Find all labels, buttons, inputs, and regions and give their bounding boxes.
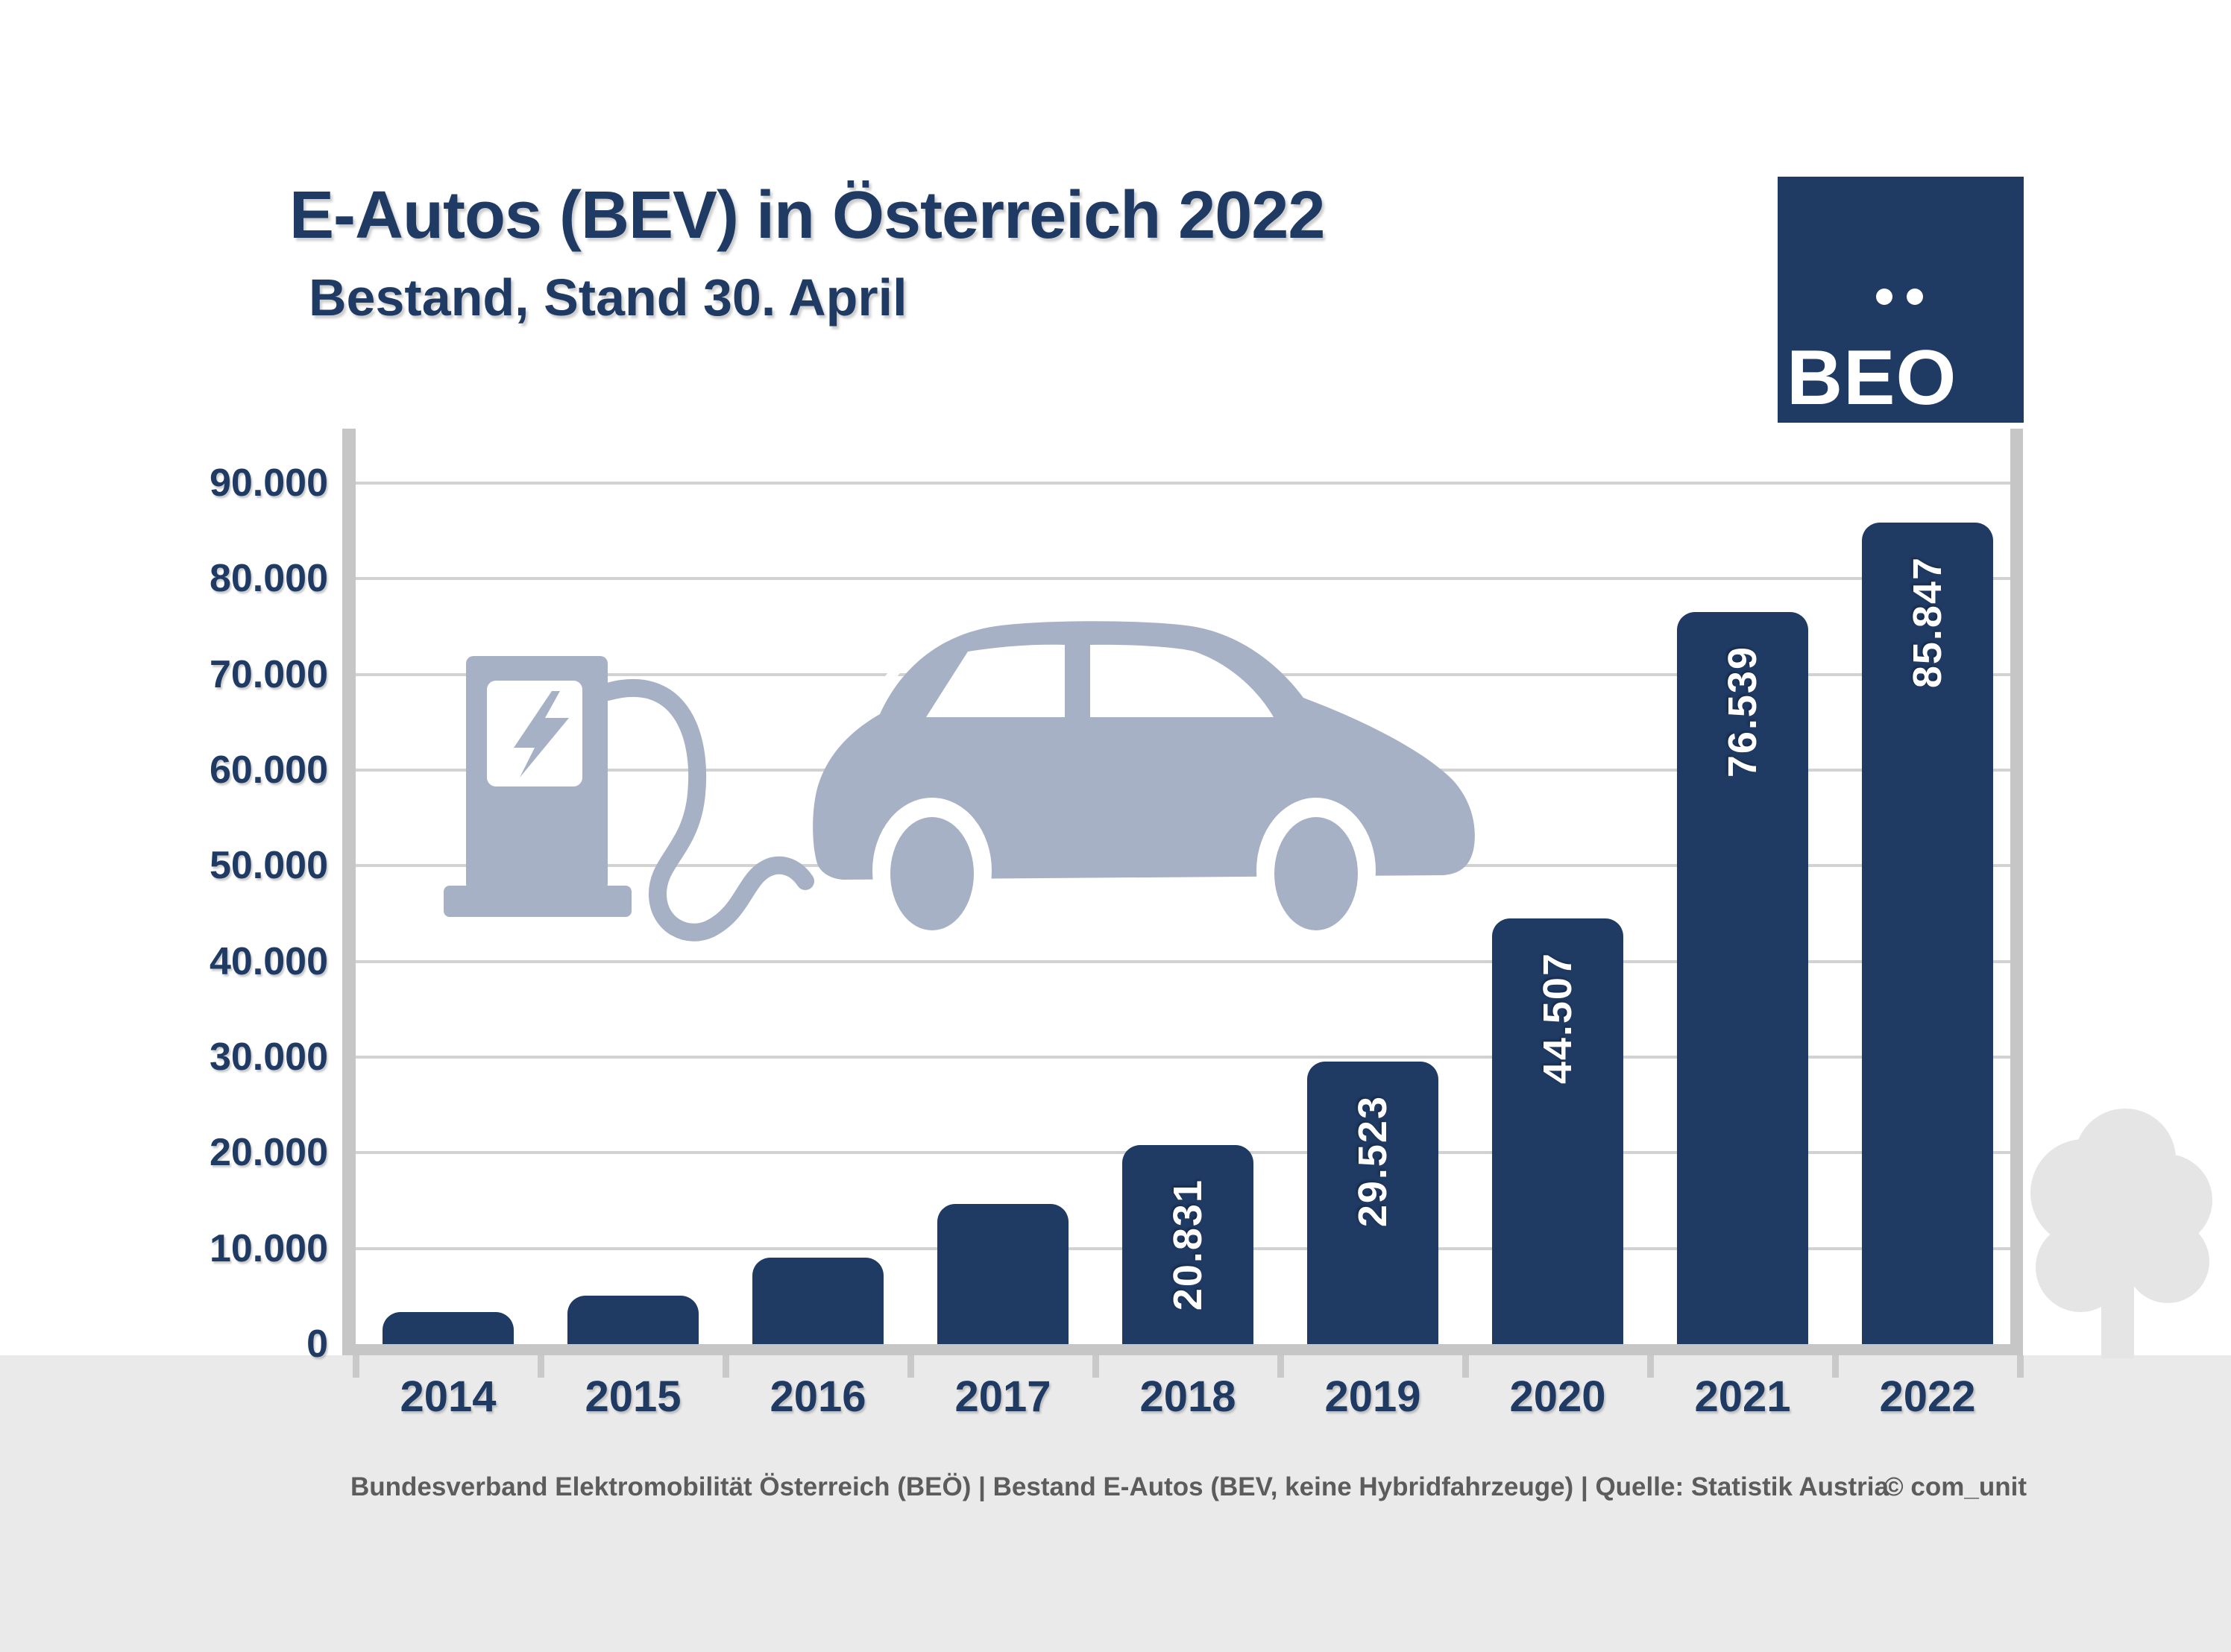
electric-car-icon (813, 621, 1475, 944)
tree-icon (2030, 1109, 2212, 1358)
y-tick-label: 70.000 (209, 652, 328, 696)
bar-value-label: 44.507 (1535, 951, 1580, 1084)
x-axis-tick (907, 1355, 914, 1378)
x-axis-tick (353, 1355, 359, 1378)
x-tick-label-2019: 2019 (1324, 1372, 1421, 1421)
charging-cable (599, 678, 814, 942)
x-axis-tick (1092, 1355, 1099, 1378)
x-axis-tick (1462, 1355, 1469, 1378)
y-tick-label: 0 (306, 1322, 328, 1366)
ev-charging-illustration (444, 621, 1475, 944)
title-block: E-Autos (BEV) in Österreich 2022 Bestand… (289, 177, 1325, 327)
x-axis-tick (1647, 1355, 1654, 1378)
footer-band (0, 1355, 2231, 1652)
umlaut-dot-icon (1907, 289, 1923, 305)
x-tick-label-2022: 2022 (1879, 1372, 1976, 1421)
x-axis-line (342, 1344, 2023, 1355)
x-tick-label-2015: 2015 (585, 1372, 682, 1421)
y-tick-label: 10.000 (209, 1226, 328, 1270)
gridline-90.000 (356, 482, 2010, 485)
bar-2019: 29.523 (1307, 1062, 1438, 1344)
x-tick-label-2014: 2014 (400, 1372, 497, 1421)
y-tick-label: 50.000 (209, 844, 328, 888)
x-axis-tick (2017, 1355, 2024, 1378)
credit-caption: © com_unit (1884, 1472, 2027, 1501)
gridline-80.000 (356, 577, 2010, 581)
logo-text: BEO (1787, 335, 1957, 421)
charging-station-icon (444, 656, 632, 917)
beo-logo: BEO (1778, 177, 2024, 423)
y-tick-label: 90.000 (209, 461, 328, 505)
right-axis-line (2010, 429, 2023, 1355)
umlaut-dot-icon (1876, 289, 1892, 305)
bar-value-label: 20.831 (1165, 1178, 1210, 1311)
y-tick-label: 40.000 (209, 939, 328, 983)
page-title: E-Autos (BEV) in Österreich 2022 (289, 178, 1325, 253)
y-tick-label: 30.000 (209, 1035, 328, 1079)
bar-2016 (752, 1257, 884, 1344)
y-tick-label: 20.000 (209, 1131, 328, 1175)
bar-2018: 20.831 (1122, 1144, 1253, 1344)
x-axis-tick (1277, 1355, 1284, 1378)
gridline-40.000 (356, 959, 2010, 963)
bar-value-label: 29.523 (1350, 1095, 1395, 1228)
bar-2017 (937, 1204, 1069, 1344)
x-axis-tick (538, 1355, 544, 1378)
source-caption: Bundesverband Elektromobilität Österreic… (350, 1472, 1889, 1501)
y-axis-line (342, 429, 356, 1355)
bar-2022: 85.847 (1862, 523, 1993, 1344)
car-wheel-icon (1274, 817, 1358, 930)
bar-2021: 76.539 (1677, 611, 1808, 1344)
bar-2015 (567, 1296, 699, 1344)
x-tick-label-2020: 2020 (1509, 1372, 1606, 1421)
car-wheel-icon (890, 817, 974, 930)
x-axis-tick (723, 1355, 729, 1378)
bar-2014 (383, 1311, 514, 1344)
page-subtitle: Bestand, Stand 30. April (309, 268, 907, 327)
bar-value-label: 76.539 (1720, 645, 1765, 778)
lightning-bolt-icon (514, 691, 569, 778)
y-tick-label: 60.000 (209, 748, 328, 792)
gridline-30.000 (356, 1056, 2010, 1059)
x-tick-label-2016: 2016 (770, 1372, 866, 1421)
bar-value-label: 85.847 (1905, 556, 1950, 689)
x-tick-label-2017: 2017 (954, 1372, 1051, 1421)
x-tick-label-2021: 2021 (1694, 1372, 1791, 1421)
y-tick-label: 80.000 (209, 557, 328, 601)
bar-2020: 44.507 (1492, 918, 1623, 1344)
x-axis-tick (1832, 1355, 1839, 1378)
x-tick-label-2018: 2018 (1139, 1372, 1236, 1421)
